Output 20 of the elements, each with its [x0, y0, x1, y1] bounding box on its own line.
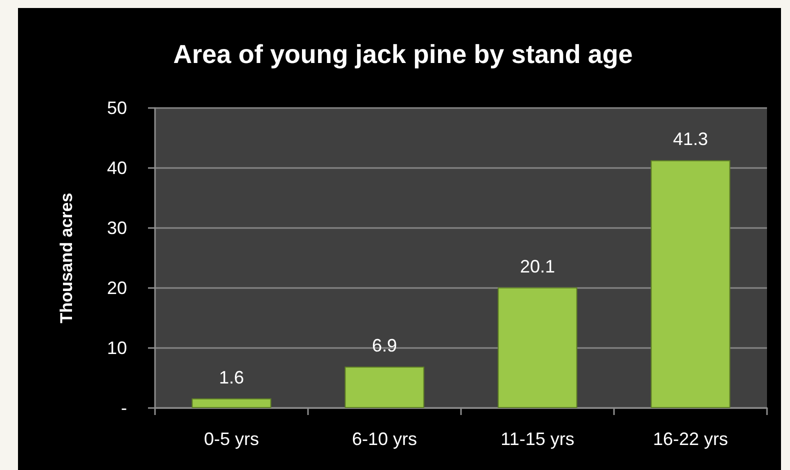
y-tick-label: 40 — [106, 158, 127, 178]
y-tick-label: 30 — [106, 218, 127, 238]
y-tick-label: 20 — [106, 278, 127, 298]
x-tick-label: 16-22 yrs — [652, 429, 728, 449]
data-label: 41.3 — [672, 129, 708, 150]
y-tick-label: 10 — [106, 338, 127, 358]
x-tick-label: 11-15 yrs — [500, 429, 574, 449]
chart-title: Area of young jack pine by stand age — [173, 39, 633, 69]
data-label: 1.6 — [218, 367, 244, 388]
x-tick-label: 6-10 yrs — [352, 429, 418, 449]
y-axis-title: Thousand acres — [57, 192, 76, 324]
bar — [192, 398, 272, 408]
data-label: 20.1 — [520, 256, 556, 276]
x-tick-label: 0-5 yrs — [204, 429, 260, 449]
y-tick-label: - — [121, 398, 127, 418]
y-tick-label: 50 — [106, 98, 127, 118]
bar — [344, 366, 424, 408]
bar — [650, 160, 730, 408]
data-label: 6.9 — [372, 336, 398, 356]
bar — [498, 287, 578, 408]
